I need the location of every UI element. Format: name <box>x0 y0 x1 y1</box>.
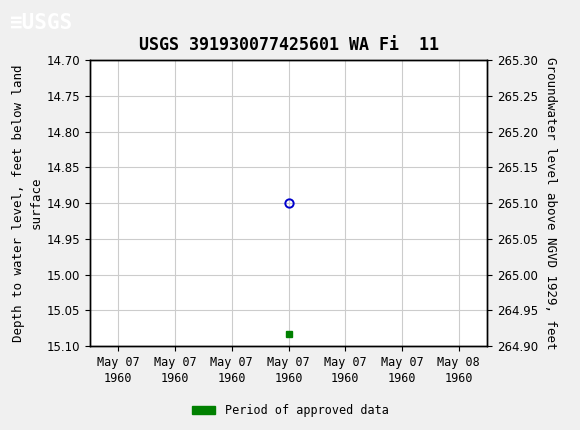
Y-axis label: Depth to water level, feet below land
surface: Depth to water level, feet below land su… <box>12 64 42 342</box>
Title: USGS 391930077425601 WA Fi  11: USGS 391930077425601 WA Fi 11 <box>139 37 438 55</box>
Text: ≡USGS: ≡USGS <box>9 12 72 33</box>
Legend: Period of approved data: Period of approved data <box>187 399 393 422</box>
Y-axis label: Groundwater level above NGVD 1929, feet: Groundwater level above NGVD 1929, feet <box>543 57 557 350</box>
